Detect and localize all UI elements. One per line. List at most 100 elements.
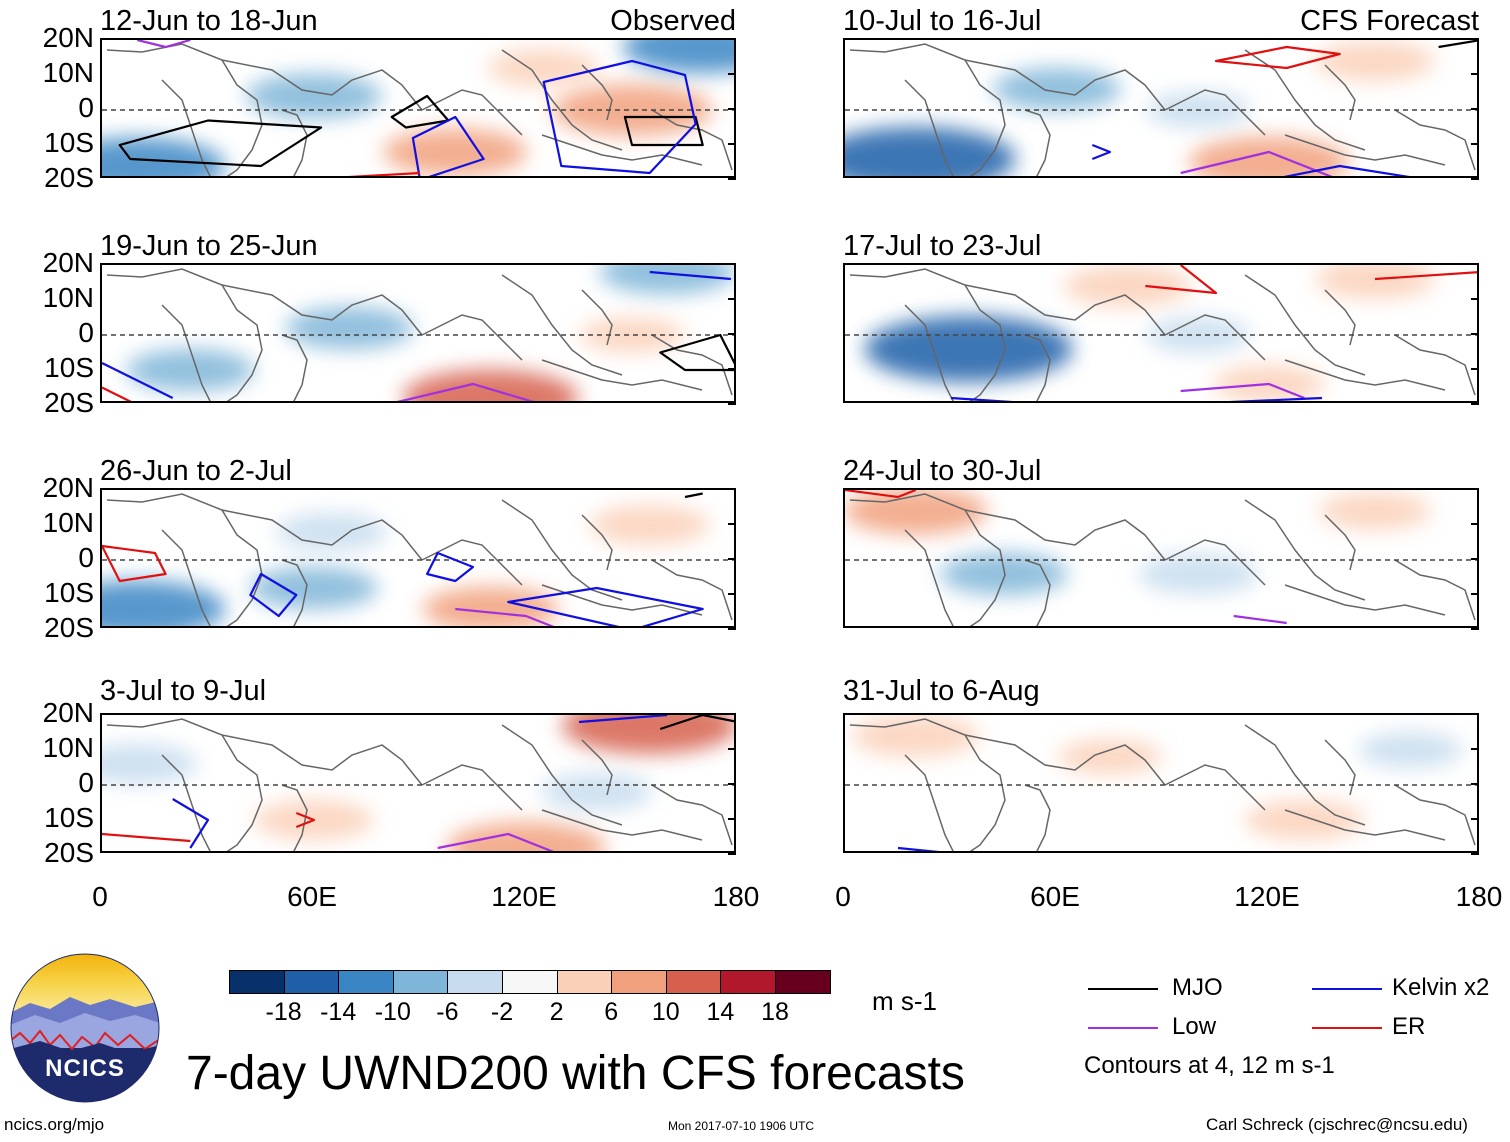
er-contour (1374, 271, 1477, 281)
lat-tick-mark (728, 368, 736, 370)
easterly-anomaly-blob (993, 67, 1121, 111)
colorbar-tick-label: 2 (549, 998, 564, 1026)
coastline (1284, 134, 1446, 166)
panel-plot (845, 490, 1477, 626)
lat-tick-mark (728, 593, 736, 595)
coastline (1394, 559, 1476, 621)
legend-low-label: Low (1172, 1013, 1217, 1040)
mjo-contour (1438, 40, 1477, 49)
lat-tick-mark (728, 73, 736, 75)
coastline (964, 509, 1166, 561)
colorbar-swatch (665, 970, 722, 994)
easterly-anomaly-blob (864, 315, 1073, 383)
lon-tick-label: 120E (1234, 881, 1300, 912)
colorbar-swatch (611, 970, 667, 994)
kelvin-contour (950, 396, 1014, 401)
lat-tick-label: 10S (44, 802, 94, 833)
coastline (106, 718, 263, 851)
coastline (281, 784, 308, 851)
easterly-anomaly-blob (275, 513, 388, 551)
lat-tick-label: 10N (42, 282, 94, 313)
coastline (1024, 559, 1051, 626)
westerly-anomaly-blob (1058, 739, 1162, 775)
coastline (1164, 764, 1266, 811)
coastline (221, 59, 423, 111)
er-contour (102, 386, 132, 401)
panel-title: 31-Jul to 6-Aug (843, 675, 1040, 707)
coastline (1324, 739, 1356, 796)
er-contour (347, 171, 421, 176)
colorbar-unit: m s-1 (872, 986, 937, 1016)
lat-tick-label: 20N (42, 472, 94, 503)
coastline (501, 499, 623, 601)
easterly-anomaly-blob (1138, 554, 1259, 594)
westerly-anomaly-blob (1319, 492, 1431, 530)
coastline (161, 529, 211, 626)
panel-plot (102, 492, 734, 626)
coastline (161, 304, 211, 401)
colorbar-swatch (720, 970, 776, 994)
lat-tick-mark (1471, 713, 1479, 715)
er-contour (1145, 265, 1218, 295)
westerly-anomaly-blob (1063, 265, 1192, 308)
site-link[interactable]: ncics.org/mjo (4, 1115, 105, 1134)
lat-tick-label: 20N (42, 247, 94, 278)
lat-tick-mark (728, 263, 736, 265)
lat-tick-label: 20N (42, 697, 94, 728)
lat-tick-mark (1471, 73, 1479, 75)
coastline (849, 493, 1006, 626)
westerly-anomaly-blob (589, 505, 710, 545)
coastline (221, 284, 423, 336)
coastline (541, 809, 703, 841)
coastline (651, 109, 733, 171)
lat-tick-label: 10S (44, 577, 94, 608)
coastline (421, 314, 523, 361)
observed-label: Observed (610, 5, 736, 37)
coastline (849, 268, 1006, 401)
map-panel (843, 713, 1479, 853)
lat-tick-label: 0 (78, 767, 94, 798)
lon-tick-label: 180 (1455, 881, 1503, 912)
kelvin-contour (1091, 143, 1112, 161)
lat-tick-mark (1471, 628, 1479, 630)
lat-tick-mark (728, 853, 736, 855)
panel-plot (845, 715, 1477, 851)
kelvin-contour (426, 551, 475, 583)
coastline (1244, 724, 1366, 826)
lat-tick-mark (1471, 818, 1479, 820)
map-panel (100, 488, 736, 628)
map-panel (843, 488, 1479, 628)
panel-plot (102, 715, 734, 851)
coastline (1024, 334, 1051, 401)
kelvin-contour (102, 362, 174, 399)
coastline (904, 529, 954, 626)
lat-tick-mark (1471, 333, 1479, 335)
lon-tick-label: 120E (491, 881, 557, 912)
lon-tick-label: 60E (1030, 881, 1080, 912)
low-contour (137, 40, 191, 49)
lat-tick-label: 20S (44, 837, 94, 868)
easterly-anomaly-blob (126, 348, 255, 392)
easterly-anomaly-blob (622, 40, 734, 73)
colorbar-swatch (229, 970, 285, 994)
westerly-anomaly-blob (402, 369, 579, 401)
panel-title: 24-Jul to 30-Jul (843, 455, 1042, 487)
forecast-label: CFS Forecast (1300, 5, 1479, 37)
coastline (904, 304, 954, 401)
colorbar-tick-label: -6 (436, 998, 459, 1026)
colorbar-swatch (556, 970, 613, 994)
westerly-anomaly-blob (1315, 265, 1435, 299)
easterly-anomaly-blob (102, 580, 226, 626)
er-contour (845, 490, 917, 499)
panel-plot (102, 40, 734, 176)
lat-tick-mark (1471, 783, 1479, 785)
lat-tick-mark (728, 38, 736, 40)
map-panel (100, 263, 736, 403)
kelvin-contour (542, 59, 697, 175)
westerly-anomaly-blob (383, 128, 528, 176)
coastline (281, 334, 308, 401)
coastline (1394, 784, 1476, 846)
coastline (161, 754, 211, 851)
lat-tick-mark (1471, 748, 1479, 750)
map-panel (100, 713, 736, 853)
